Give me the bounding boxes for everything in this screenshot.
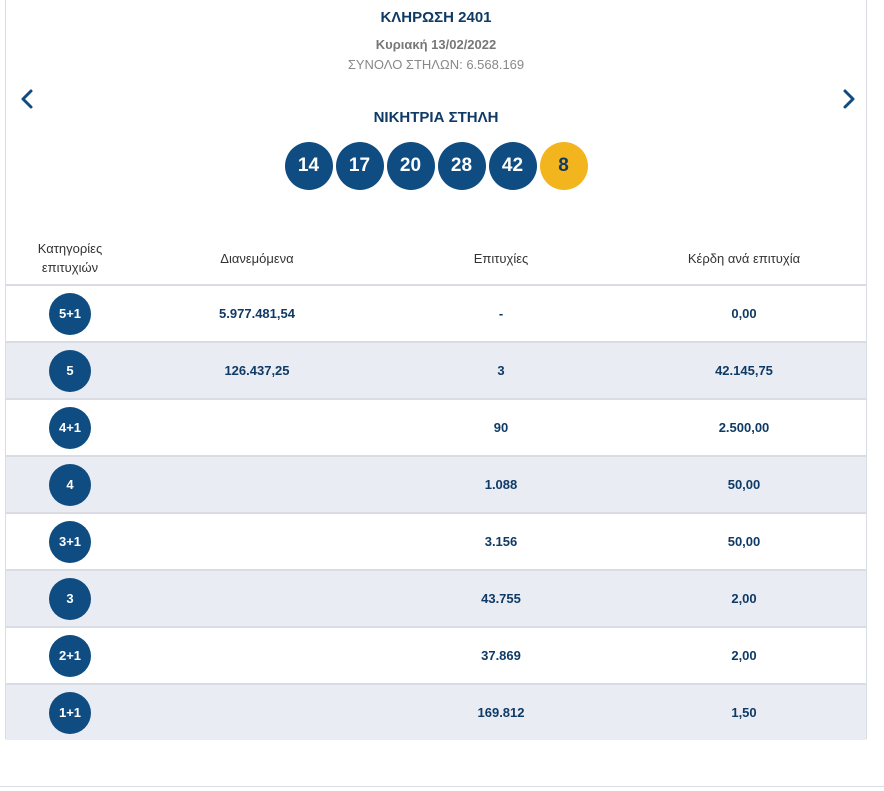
category-badge: 1+1	[49, 691, 91, 734]
distributed-cell	[134, 457, 380, 512]
winners-cell: 37.869	[481, 648, 521, 663]
distributed-cell	[134, 685, 380, 740]
table-row: 2+1 37.869 2,00	[6, 628, 866, 685]
results-table-body: 5+1 5.977.481,54 - 0,00 5 126.437,25 3 4…	[6, 286, 866, 740]
previous-draw-button[interactable]	[14, 86, 40, 112]
distributed-cell	[134, 400, 380, 455]
table-row: 1+1 169.812 1,50	[6, 685, 866, 740]
category-cell: 3+1	[6, 514, 134, 569]
category-cell: 5+1	[6, 286, 134, 341]
prize-cell: 0,00	[731, 306, 757, 321]
distributed-cell: 126.437,25	[224, 363, 290, 378]
number-ball: 42	[488, 142, 537, 190]
number-ball: 14	[284, 142, 333, 190]
winning-column-label: ΝΙΚΗΤΡΙΑ ΣΤΗΛΗ	[373, 109, 499, 126]
chevron-right-icon	[843, 89, 855, 109]
category-badge: 3	[49, 577, 91, 620]
header-prize: Κέρδη ανά επιτυχία	[687, 250, 801, 266]
category-badge: 5	[49, 349, 91, 392]
category-badge: 2+1	[49, 634, 91, 677]
header-distributed: Διανεμόμενα	[220, 250, 294, 266]
category-cell: 5	[6, 343, 134, 398]
table-row: 3 43.755 2,00	[6, 571, 866, 628]
winning-numbers: 14 17 20 28 42 8	[6, 142, 866, 190]
prize-cell: 1,50	[731, 705, 757, 720]
winners-cell: 90	[493, 420, 509, 435]
distributed-cell	[134, 514, 380, 569]
draw-title: ΚΛΗΡΩΣΗ 2401	[380, 9, 492, 26]
divider	[0, 786, 884, 787]
category-badge: 3+1	[49, 520, 91, 563]
category-cell: 4	[6, 457, 134, 512]
next-draw-button[interactable]	[836, 86, 862, 112]
distributed-cell	[134, 628, 380, 683]
prize-cell: 2,00	[731, 591, 757, 606]
table-row: 4 1.088 50,00	[6, 457, 866, 514]
table-row: 4+1 90 2.500,00	[6, 400, 866, 457]
winners-cell: 43.755	[481, 591, 521, 606]
winners-cell: 169.812	[477, 705, 525, 720]
category-badge: 4	[49, 463, 91, 506]
results-table-header: Κατηγορίες επιτυχιών Διανεμόμενα Επιτυχί…	[6, 232, 866, 286]
distributed-cell: 5.977.481,54	[219, 306, 295, 321]
category-badge: 4+1	[49, 406, 91, 449]
category-cell: 4+1	[6, 400, 134, 455]
prize-cell: 50,00	[727, 477, 761, 492]
prize-cell: 50,00	[727, 534, 761, 549]
header-category: Κατηγορίες επιτυχιών	[6, 232, 134, 284]
category-cell: 1+1	[6, 685, 134, 740]
prize-cell: 2,00	[731, 648, 757, 663]
draw-results-panel: ΚΛΗΡΩΣΗ 2401 Κυριακή 13/02/2022 ΣΥΝΟΛΟ Σ…	[5, 0, 867, 740]
category-cell: 3	[6, 571, 134, 626]
table-row: 5 126.437,25 3 42.145,75	[6, 343, 866, 400]
number-ball: 28	[437, 142, 486, 190]
joker-ball: 8	[539, 142, 588, 190]
prize-cell: 42.145,75	[715, 363, 773, 378]
prize-cell: 2.500,00	[718, 420, 770, 435]
table-row: 3+1 3.156 50,00	[6, 514, 866, 571]
distributed-cell	[134, 571, 380, 626]
table-row: 5+1 5.977.481,54 - 0,00	[6, 286, 866, 343]
header-category-label: Κατηγορίες επιτυχιών	[37, 241, 103, 275]
winners-cell: 3	[497, 363, 505, 378]
number-ball: 17	[335, 142, 384, 190]
number-ball: 20	[386, 142, 435, 190]
category-cell: 2+1	[6, 628, 134, 683]
winners-cell: 3.156	[484, 534, 518, 549]
draw-date: Κυριακή 13/02/2022	[375, 37, 497, 52]
header-winners: Επιτυχίες	[473, 250, 529, 266]
chevron-left-icon	[21, 89, 33, 109]
category-badge: 5+1	[49, 292, 91, 335]
winners-cell: 1.088	[484, 477, 518, 492]
winners-cell: -	[498, 306, 504, 321]
total-columns: ΣΥΝΟΛΟ ΣΤΗΛΩΝ: 6.568.169	[347, 57, 525, 72]
